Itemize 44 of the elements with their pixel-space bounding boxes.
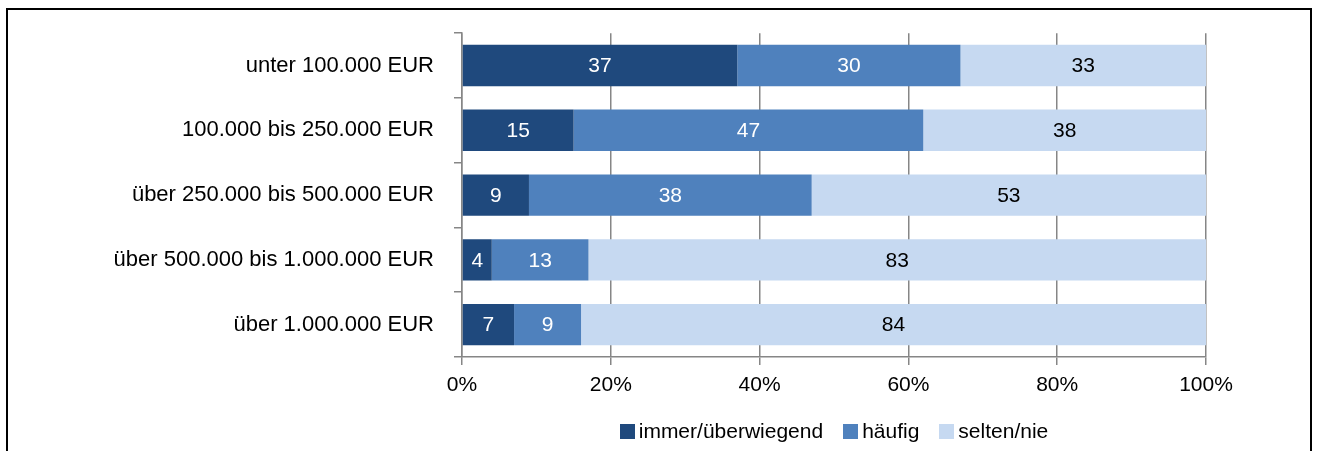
data-label: 37 — [588, 53, 612, 77]
data-label: 9 — [490, 182, 502, 206]
x-tick-label: 80% — [1036, 372, 1079, 396]
bar — [514, 303, 582, 346]
bar — [811, 174, 1206, 216]
bar — [588, 239, 1206, 281]
legend-label: häufig — [862, 419, 920, 443]
x-tick-label: 100% — [1179, 372, 1233, 396]
bar — [960, 44, 1206, 87]
data-label: 83 — [885, 247, 909, 271]
data-label: 33 — [1071, 53, 1095, 77]
x-tick-label: 20% — [589, 372, 632, 396]
bar — [462, 174, 529, 216]
y-tick-label: über 500.000 bis 1.000.000 EUR — [113, 245, 434, 271]
data-label: 84 — [881, 312, 906, 336]
data-label: 4 — [471, 247, 484, 271]
y-tick-label: unter 100.000 EUR — [245, 51, 434, 77]
bar — [462, 109, 574, 152]
data-label: 38 — [658, 182, 682, 206]
bar — [528, 174, 812, 216]
bar — [737, 44, 961, 87]
data-label: 9 — [541, 312, 554, 336]
data-label: 38 — [1052, 118, 1077, 142]
bar — [491, 239, 589, 281]
data-label: 13 — [528, 247, 552, 271]
bar — [462, 44, 738, 87]
x-tick-label: 60% — [887, 372, 930, 396]
bar — [923, 109, 1206, 152]
data-label: 15 — [506, 118, 530, 142]
y-tick-label: über 250.000 bis 500.000 EUR — [131, 181, 434, 207]
data-label: 30 — [837, 53, 861, 77]
y-tick-label: über 1.000.000 EUR — [233, 310, 434, 336]
bar — [573, 109, 924, 152]
data-label: 47 — [736, 118, 761, 142]
legend-label: selten/nie — [958, 419, 1049, 443]
data-label: 53 — [997, 182, 1021, 206]
legend-label: immer/überwiegend — [638, 419, 824, 443]
data-label: 7 — [482, 312, 495, 336]
bar — [462, 303, 515, 346]
bar — [462, 239, 492, 281]
y-tick-label: 100.000 bis 250.000 EUR — [182, 116, 434, 142]
x-tick-label: 0% — [446, 372, 478, 396]
x-tick-label: 40% — [738, 372, 781, 396]
bar — [581, 303, 1206, 346]
